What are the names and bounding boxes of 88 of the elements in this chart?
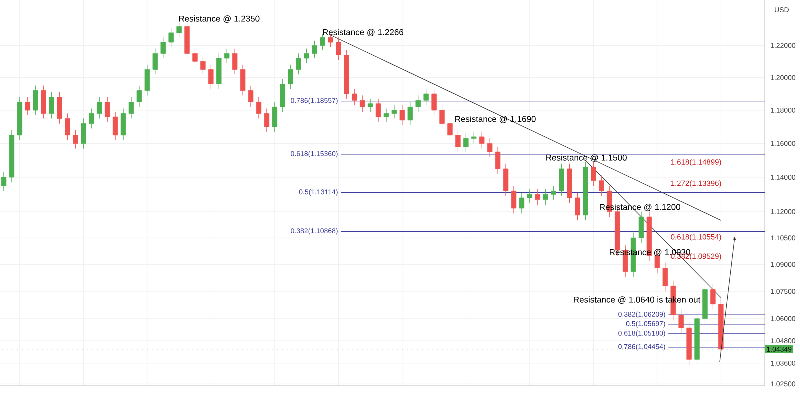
candlestick — [368, 98, 374, 112]
annotation: Resistance @ 1.1500 — [546, 154, 627, 162]
candlestick — [551, 186, 556, 200]
candlestick — [17, 97, 23, 141]
candlestick — [97, 97, 102, 119]
candlestick — [336, 37, 342, 60]
candlestick — [456, 130, 461, 152]
candlestick — [57, 92, 62, 124]
candlestick — [344, 50, 350, 100]
candlestick — [272, 102, 278, 132]
candlestick — [184, 22, 190, 59]
candlestick — [567, 164, 572, 204]
candlestick — [654, 250, 660, 274]
candlestick — [104, 97, 110, 122]
candlestick — [559, 164, 564, 197]
candlestick — [464, 133, 469, 152]
candlestick — [49, 92, 54, 119]
candlestick — [9, 130, 15, 183]
candlestick — [33, 86, 38, 116]
candlestick — [678, 310, 684, 334]
candlestick — [296, 54, 302, 75]
candlestick — [400, 105, 406, 126]
candlestick — [480, 132, 485, 149]
candlestick — [160, 37, 166, 59]
candlestick — [487, 138, 493, 158]
candlestick — [264, 108, 270, 132]
candlestick — [702, 284, 708, 325]
candlestick — [583, 162, 588, 221]
candlestick — [65, 114, 70, 141]
candlestick — [599, 176, 604, 197]
candlestick — [432, 88, 437, 116]
candlestick — [519, 192, 525, 214]
candlestick — [192, 48, 198, 67]
candlestick — [360, 96, 366, 112]
candlestick — [216, 54, 222, 90]
candlestick — [424, 88, 429, 106]
candlestick — [440, 105, 445, 129]
candlestick — [1, 172, 7, 192]
candlestick — [248, 86, 254, 108]
candlestick — [25, 97, 30, 116]
candlestick — [81, 118, 86, 149]
candlestick — [535, 189, 540, 206]
candlestick — [376, 98, 382, 122]
candlestick — [168, 28, 174, 48]
candlestick — [112, 112, 118, 141]
candlestick — [686, 322, 692, 366]
candlestick — [128, 97, 134, 119]
candlestick — [232, 48, 238, 75]
candlestick — [416, 96, 421, 112]
candlestick — [718, 298, 724, 356]
candlestick — [575, 192, 580, 221]
candlestick — [41, 86, 46, 119]
candlestick — [710, 284, 716, 310]
candlestick — [144, 64, 150, 96]
candlestick — [352, 88, 358, 106]
candlestick — [120, 108, 126, 141]
candlestick — [543, 189, 548, 206]
candlestick — [304, 48, 310, 64]
candlestick — [408, 102, 413, 126]
candlestick — [448, 118, 453, 141]
candlestick — [503, 164, 509, 197]
candlestick — [208, 64, 214, 90]
annotation: Resistance @ 1.2266 — [323, 29, 404, 36]
candlestick — [152, 48, 158, 75]
candlestick — [280, 79, 286, 112]
candlestick — [200, 56, 206, 75]
candlestick — [662, 262, 668, 292]
candlestick — [73, 130, 78, 149]
candlestick — [256, 97, 262, 119]
candlestick — [495, 146, 501, 174]
candlestick — [89, 108, 94, 129]
candlestick — [638, 212, 644, 244]
candlestick — [176, 22, 182, 38]
candlestick — [328, 34, 334, 48]
candlestick — [312, 40, 318, 59]
candlestick — [224, 48, 230, 64]
candlestick — [320, 34, 326, 51]
annotation: Resistance @ 1.2350 — [179, 16, 260, 23]
candlestick — [527, 189, 533, 204]
candlestick — [384, 108, 390, 122]
candlestick — [240, 64, 246, 96]
candlestick — [511, 186, 517, 214]
candlestick — [136, 86, 142, 108]
candlestick — [472, 132, 477, 144]
candlestick — [392, 105, 398, 119]
candlestick — [288, 64, 294, 90]
candlestick — [591, 162, 596, 186]
annotation: Resistance @ 1.1690 — [456, 116, 536, 124]
